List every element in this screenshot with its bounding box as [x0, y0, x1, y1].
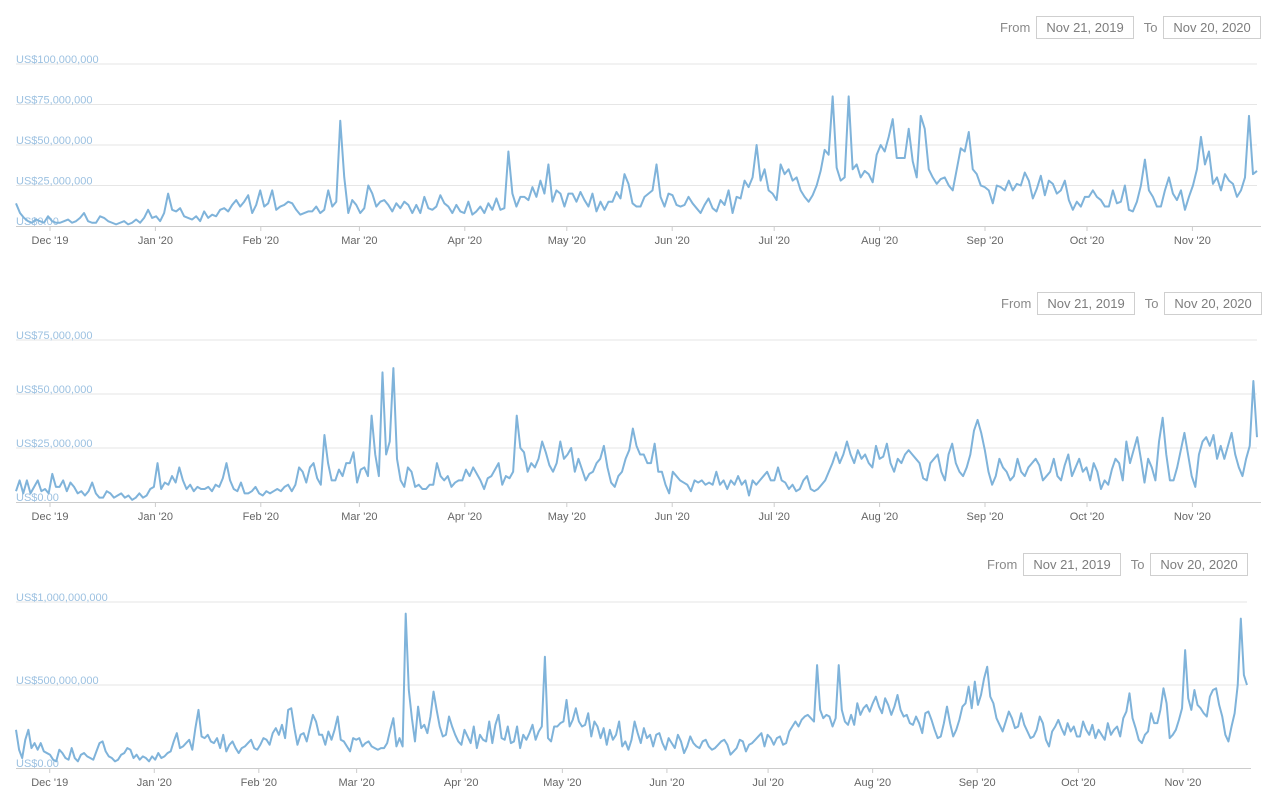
x-tick-label: May '20 [548, 235, 586, 247]
series-line [15, 367, 1258, 501]
to-date-input[interactable]: Nov 20, 2020 [1164, 292, 1262, 315]
x-tick-label: Jul '20 [752, 777, 783, 789]
series-line [15, 612, 1248, 763]
date-range-1: From Nov 21, 2019 To Nov 20, 2020 [1000, 16, 1261, 39]
y-tick-label: US$75,000,000 [16, 95, 92, 107]
x-tick-label: Jan '20 [137, 777, 172, 789]
line-chart-1: US$0.00US$25,000,000US$50,000,000US$75,0… [15, 54, 1261, 247]
x-tick-label: Mar '20 [341, 235, 377, 247]
x-tick-label: Oct '20 [1070, 235, 1105, 247]
from-date-input[interactable]: Nov 21, 2019 [1037, 292, 1135, 315]
y-tick-label: US$0.00 [16, 758, 59, 770]
y-tick-label: US$1,000,000,000 [16, 592, 108, 604]
x-tick-label: Feb '20 [243, 511, 279, 523]
x-tick-label: Nov '20 [1164, 777, 1201, 789]
from-label: From [1000, 20, 1031, 35]
x-tick-label: Dec '19 [32, 235, 69, 247]
x-tick-label: Feb '20 [241, 777, 277, 789]
y-tick-label: US$75,000,000 [16, 330, 92, 342]
x-tick-label: Mar '20 [341, 511, 377, 523]
x-tick-label: Jan '20 [138, 235, 173, 247]
from-label: From [987, 557, 1018, 572]
x-tick-label: Dec '19 [31, 777, 68, 789]
x-tick-label: Apr '20 [444, 777, 479, 789]
x-tick-label: Jul '20 [758, 235, 789, 247]
line-chart-2: US$0.00 US$25,000,000 US$50,000,000 US$75,0… [15, 330, 1261, 523]
y-tick-label: US$100,000,000 [16, 54, 99, 66]
y-tick-label: US$50,000,000 [16, 135, 92, 147]
y-tick-label: US$500,000,000 [16, 675, 99, 687]
x-tick-label: Dec '19 [32, 511, 69, 523]
y-tick-label: US$0.00 [16, 492, 59, 504]
from-date-input[interactable]: Nov 21, 2019 [1036, 16, 1134, 39]
x-tick-label: Mar '20 [338, 777, 374, 789]
to-label: To [1130, 557, 1145, 572]
x-tick-label: Nov '20 [1174, 511, 1211, 523]
x-tick-label: Oct '20 [1070, 511, 1105, 523]
x-tick-label: Apr '20 [448, 511, 483, 523]
from-label: From [1001, 296, 1032, 311]
to-date-input[interactable]: Nov 20, 2020 [1150, 553, 1248, 576]
series-line [15, 95, 1258, 226]
to-date-input[interactable]: Nov 20, 2020 [1163, 16, 1261, 39]
x-tick-label: Sep '20 [967, 511, 1004, 523]
date-range-2: From Nov 21, 2019 To Nov 20, 2020 [1001, 292, 1262, 315]
x-tick-label: Apr '20 [448, 235, 483, 247]
x-tick-label: Jun '20 [655, 235, 690, 247]
x-tick-label: Aug '20 [861, 235, 898, 247]
x-tick-label: Feb '20 [243, 235, 279, 247]
x-tick-label: Aug '20 [854, 777, 891, 789]
y-tick-label: US$25,000,000 [16, 438, 92, 450]
date-range-3: From Nov 21, 2019 To Nov 20, 2020 [987, 553, 1248, 576]
chart-panel-2: From Nov 21, 2019 To Nov 20, 2020 US$0.0… [0, 262, 1277, 530]
x-tick-label: Nov '20 [1174, 235, 1211, 247]
to-label: To [1143, 20, 1158, 35]
x-tick-label: May '20 [548, 511, 586, 523]
x-tick-label: Jun '20 [649, 777, 684, 789]
from-date-input[interactable]: Nov 21, 2019 [1023, 553, 1121, 576]
x-tick-label: Sep '20 [967, 235, 1004, 247]
chart-panel-3: From Nov 21, 2019 To Nov 20, 2020 US$0.0… [0, 530, 1277, 807]
x-tick-label: Sep '20 [959, 777, 996, 789]
x-tick-label: Oct '20 [1061, 777, 1096, 789]
y-tick-label: US$50,000,000 [16, 384, 92, 396]
x-tick-label: May '20 [543, 777, 581, 789]
line-chart-3: US$0.00 US$500,000,000 US$1,000,000,000 Dec… [15, 592, 1251, 789]
x-tick-label: Aug '20 [861, 511, 898, 523]
chart-panel-1: From Nov 21, 2019 To Nov 20, 2020 US$0.0… [0, 0, 1277, 262]
x-tick-label: Jan '20 [138, 511, 173, 523]
x-tick-label: Jul '20 [758, 511, 789, 523]
y-tick-label: US$25,000,000 [16, 176, 92, 188]
x-tick-label: Jun '20 [655, 511, 690, 523]
to-label: To [1144, 296, 1159, 311]
